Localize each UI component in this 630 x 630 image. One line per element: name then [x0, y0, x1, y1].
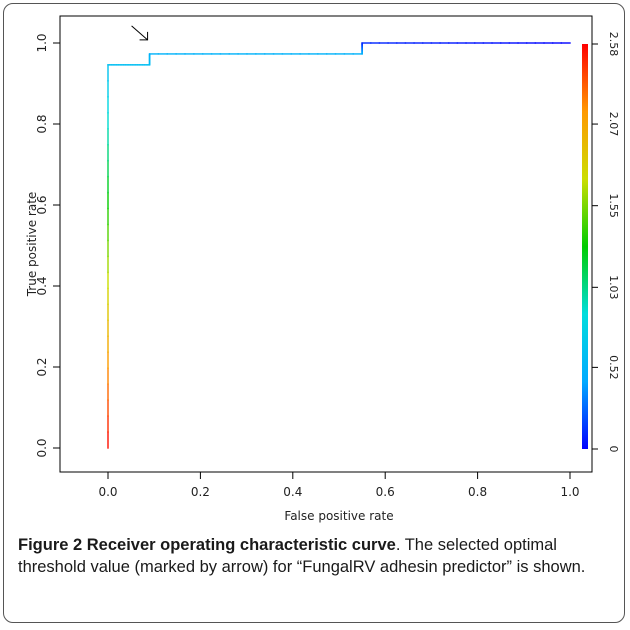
x-tick-label: 0.4 — [283, 485, 302, 499]
colorbar-tick-label: 1.55 — [607, 193, 620, 218]
x-tick-label: 1.0 — [560, 485, 579, 499]
roc-chart: 0.0 0.2 0.4 0.6 0.8 1.0 0.00.20.40.60.81.0 00… — [0, 0, 630, 530]
y-tick-label: 0.8 — [35, 114, 49, 133]
x-tick-label: 0.8 — [468, 485, 487, 499]
caption-title: Figure 2 Receiver operating characterist… — [18, 536, 396, 554]
colorbar-tick-label: 0 — [607, 446, 620, 453]
colorbar-tick-label: 2.58 — [607, 32, 620, 57]
colorbar — [582, 44, 588, 449]
y-tick-label: 0.0 — [35, 438, 49, 457]
x-axis-label: False positive rate — [284, 509, 393, 523]
colorbar-ticks: 0 0.52 1.03 1.55 2.07 2.58 — [592, 32, 620, 453]
colorbar-tick-label: 1.03 — [607, 275, 620, 300]
x-tick-label: 0.0 — [98, 485, 117, 499]
plot-box — [60, 16, 592, 472]
x-axis-ticks: 0.0 0.2 0.4 0.6 0.8 1.0 — [98, 472, 579, 499]
y-tick-label: 0.2 — [35, 357, 49, 376]
y-axis-label: True positive rate — [25, 192, 39, 298]
arrow-shaft — [132, 26, 148, 40]
x-tick-label: 0.6 — [376, 485, 395, 499]
roc-curve — [108, 43, 570, 448]
threshold-arrow — [132, 26, 148, 40]
figure-caption: Figure 2 Receiver operating characterist… — [18, 534, 608, 578]
y-tick-label: 1.0 — [35, 33, 49, 52]
colorbar-tick-label: 0.52 — [607, 355, 620, 380]
colorbar-tick-label: 2.07 — [607, 112, 620, 137]
x-tick-label: 0.2 — [191, 485, 210, 499]
